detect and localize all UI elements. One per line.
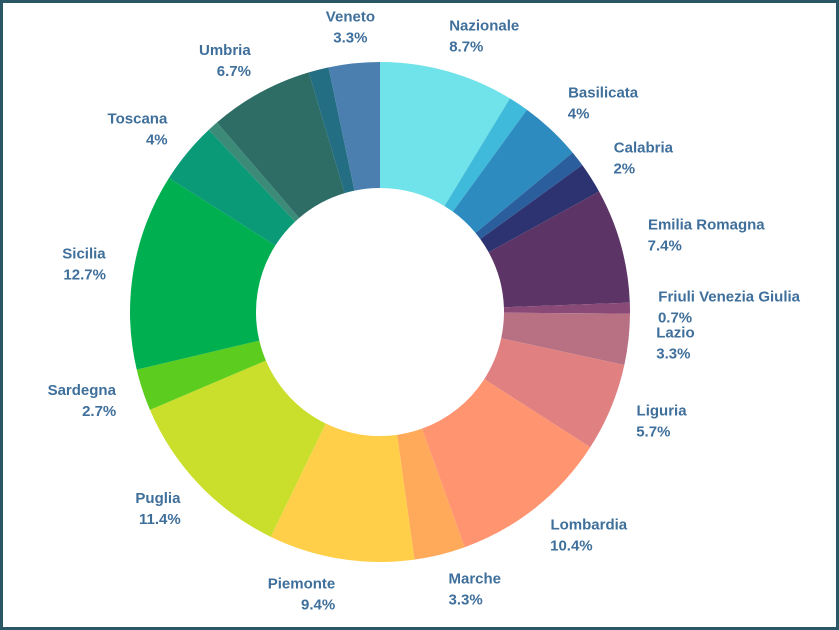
slice-value: 11.4% (139, 511, 181, 528)
slice-label: Liguria (637, 402, 688, 419)
donut-slice (452, 109, 573, 233)
slice-value: 7.4% (648, 238, 682, 255)
slice-value: 3.3% (449, 592, 483, 609)
slice-value: 2.7% (82, 403, 116, 420)
donut-slice (149, 360, 326, 537)
slice-label: Puglia (135, 490, 181, 507)
slice-label: Lombardia (550, 517, 627, 534)
donut-slice (480, 165, 600, 253)
donut-slice (380, 62, 510, 207)
slice-label: Sardegna (48, 382, 117, 399)
slice-label: Friuli Venezia Giulia (658, 288, 800, 305)
slice-value: 3.3% (656, 345, 690, 362)
donut-slice (484, 338, 625, 448)
donut-slice (475, 152, 583, 240)
donut-slice (217, 72, 345, 218)
slice-value: 0.7% (658, 309, 692, 326)
slice-label: Marche (449, 571, 502, 588)
slice-label: Veneto (326, 9, 375, 26)
slice-value: 3.3% (333, 30, 367, 47)
donut-slice (208, 122, 300, 222)
donut-slice (130, 178, 276, 370)
donut-slice (488, 191, 630, 308)
slice-value: 4% (146, 132, 168, 149)
slice-label: Toscana (108, 111, 168, 128)
slice-value: 4% (568, 105, 590, 122)
donut-slice (270, 423, 415, 563)
donut-slice (308, 67, 355, 194)
slice-value: 8.7% (449, 39, 483, 56)
donut-slice (328, 62, 380, 191)
slice-label: Umbria (199, 42, 251, 59)
slice-value: 2% (613, 161, 635, 178)
slice-value: 6.7% (217, 63, 251, 80)
slice-value: 9.4% (301, 596, 335, 613)
donut-slice (444, 98, 527, 212)
slice-value: 12.7% (63, 267, 106, 284)
slice-label: Basilicata (568, 84, 639, 101)
slice-value: 10.4% (550, 538, 593, 555)
slice-label: Calabria (614, 140, 674, 157)
donut-slice (422, 379, 591, 548)
slice-label: Piemonte (268, 575, 336, 592)
donut-slice (503, 302, 630, 314)
slice-value: 5.7% (636, 423, 670, 440)
slice-label: Emilia Romagna (648, 217, 765, 234)
donut-slice (397, 428, 465, 560)
slice-label: Nazionale (449, 18, 519, 35)
donut-slice (168, 129, 296, 246)
donut-slice (136, 340, 266, 410)
slice-label: Sicilia (62, 246, 106, 263)
donut-slice (501, 312, 630, 366)
slice-label: Lazio (656, 324, 694, 341)
